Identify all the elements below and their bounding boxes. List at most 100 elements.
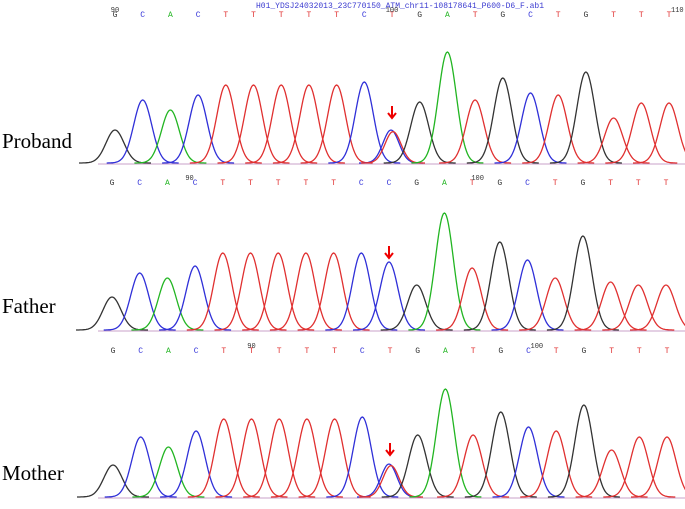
base-call: G xyxy=(583,11,588,20)
base-call: T xyxy=(637,347,642,356)
base-call: T xyxy=(665,347,670,356)
base-call: T xyxy=(248,179,253,188)
peak xyxy=(243,418,316,498)
peak xyxy=(409,388,482,498)
peak xyxy=(361,131,425,164)
peak xyxy=(328,81,401,164)
peak xyxy=(466,77,539,164)
peak xyxy=(605,102,678,164)
base-call: T xyxy=(221,347,226,356)
peak xyxy=(381,434,454,498)
peak xyxy=(547,404,620,498)
peak xyxy=(357,463,421,498)
base-call: G xyxy=(414,179,419,188)
ruler-number: 100 xyxy=(531,343,544,351)
peak xyxy=(214,252,287,331)
arrow xyxy=(387,106,397,120)
base-call: T xyxy=(611,11,616,20)
peak xyxy=(160,430,233,498)
base-call: T xyxy=(390,11,395,20)
base-call: G xyxy=(500,11,505,20)
base-call: T xyxy=(220,179,225,188)
peak xyxy=(520,430,593,498)
base-call: T xyxy=(608,179,613,188)
base-call: T xyxy=(471,347,476,356)
base-call: T xyxy=(251,11,256,20)
peak xyxy=(245,84,318,164)
base-call: G xyxy=(113,11,118,20)
peak xyxy=(411,51,484,164)
sample-label: Mother xyxy=(2,461,64,485)
peak xyxy=(300,84,373,164)
ruler-number: 100 xyxy=(471,175,484,183)
base-call: A xyxy=(166,347,171,356)
base-call: G xyxy=(415,347,420,356)
base-call: T xyxy=(277,347,282,356)
peak xyxy=(159,265,232,331)
file-name: H01_YDSJ24032013_23C770150_ATM_chr11-108… xyxy=(256,2,544,11)
peak xyxy=(359,129,423,164)
peak xyxy=(549,71,622,164)
peak xyxy=(439,99,512,164)
base-call: A xyxy=(445,11,450,20)
peak xyxy=(522,94,595,164)
peak xyxy=(134,109,207,164)
peak xyxy=(491,259,564,331)
peak xyxy=(297,252,370,331)
arrow xyxy=(384,246,394,260)
ruler-number: 90 xyxy=(111,7,119,15)
base-call: G xyxy=(417,11,422,20)
base-call: T xyxy=(303,179,308,188)
base-call: T xyxy=(473,11,478,20)
peak xyxy=(79,129,151,164)
base-call: G xyxy=(111,347,116,356)
base-call: T xyxy=(306,11,311,20)
base-call: T xyxy=(667,11,672,20)
base-call: C xyxy=(193,179,198,188)
peak xyxy=(383,101,456,164)
base-call: C xyxy=(138,347,143,356)
peak xyxy=(603,436,676,498)
base-call: A xyxy=(443,347,448,356)
peak xyxy=(326,416,399,498)
base-call: T xyxy=(388,347,393,356)
peak xyxy=(437,434,510,498)
base-call: T xyxy=(304,347,309,356)
base-call: A xyxy=(442,179,447,188)
peak xyxy=(577,117,650,164)
base-call: C xyxy=(359,179,364,188)
base-call: T xyxy=(470,179,475,188)
base-call: T xyxy=(556,11,561,20)
peak xyxy=(186,252,259,331)
peak xyxy=(325,252,398,331)
peak xyxy=(272,84,345,164)
peak xyxy=(76,296,148,331)
peak xyxy=(380,284,453,331)
base-call: G xyxy=(581,347,586,356)
peak xyxy=(77,464,149,498)
base-call: A xyxy=(165,179,170,188)
ruler-number: 110 xyxy=(671,7,684,15)
sample-label: Proband xyxy=(2,129,72,153)
peak xyxy=(103,272,176,331)
base-call: C xyxy=(528,11,533,20)
peak xyxy=(131,277,204,331)
ruler-number: 90 xyxy=(247,343,255,351)
base-call: T xyxy=(553,179,558,188)
peak xyxy=(631,436,685,498)
peak xyxy=(217,84,290,164)
base-call: C xyxy=(387,179,392,188)
peak xyxy=(492,426,565,498)
base-call: C xyxy=(194,347,199,356)
peak xyxy=(633,102,685,164)
peak xyxy=(408,212,481,331)
base-call: T xyxy=(636,179,641,188)
peak xyxy=(546,235,619,331)
peak xyxy=(574,281,647,331)
base-call: C xyxy=(196,11,201,20)
base-call: G xyxy=(497,179,502,188)
base-call: T xyxy=(276,179,281,188)
peak xyxy=(189,84,262,164)
base-call: C xyxy=(140,11,145,20)
peak xyxy=(242,252,315,331)
